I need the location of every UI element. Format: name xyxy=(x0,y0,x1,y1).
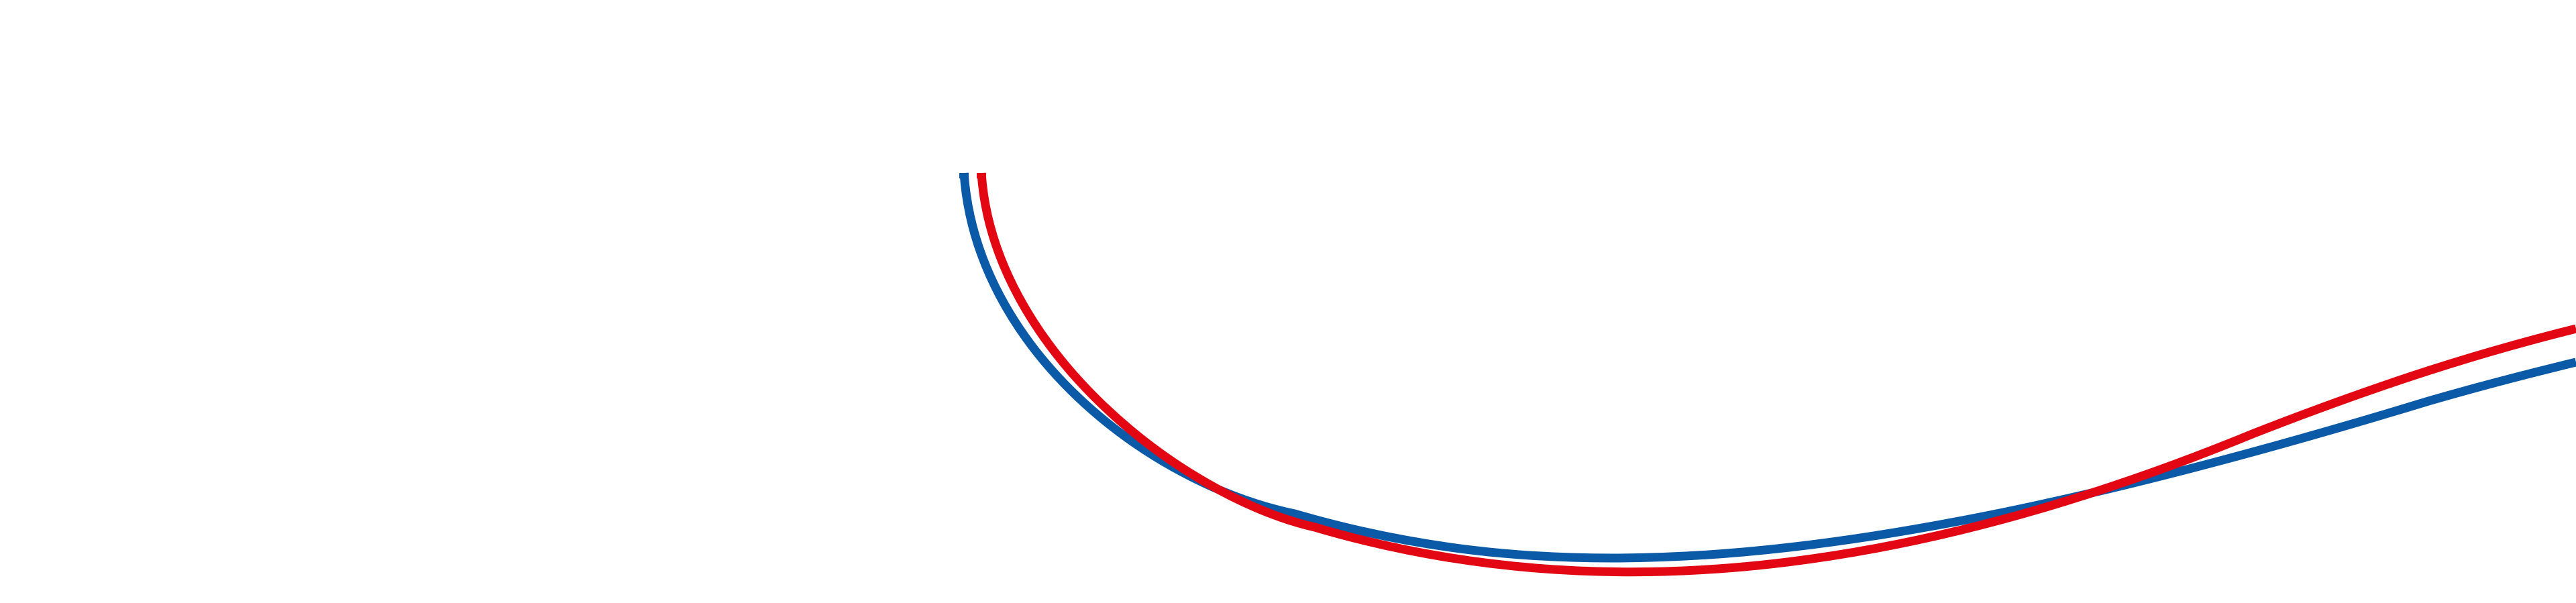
red-line-cap xyxy=(977,173,986,178)
blue-swoosh-line xyxy=(959,172,2576,563)
red-swoosh-line xyxy=(977,172,2576,577)
blue-line-cap xyxy=(959,173,969,178)
